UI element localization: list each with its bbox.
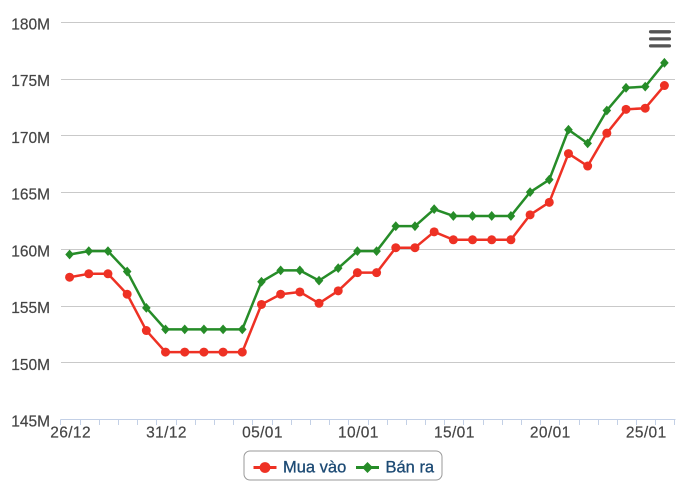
svg-text:25/01: 25/01: [626, 425, 667, 442]
svg-text:175M: 175M: [11, 73, 50, 90]
svg-text:15/01: 15/01: [434, 425, 475, 442]
svg-text:10/01: 10/01: [338, 425, 379, 442]
svg-text:20/01: 20/01: [530, 425, 571, 442]
svg-text:Bán ra: Bán ra: [386, 459, 435, 477]
svg-text:165M: 165M: [11, 187, 50, 204]
svg-text:170M: 170M: [11, 130, 50, 147]
svg-text:Mua vào: Mua vào: [283, 459, 346, 477]
svg-text:05/01: 05/01: [242, 425, 283, 442]
svg-text:160M: 160M: [11, 243, 50, 260]
svg-text:145M: 145M: [11, 414, 50, 431]
svg-text:180M: 180M: [11, 17, 50, 34]
svg-text:31/12: 31/12: [146, 425, 187, 442]
svg-text:150M: 150M: [11, 357, 50, 374]
svg-text:26/12: 26/12: [50, 425, 91, 442]
svg-text:155M: 155M: [11, 300, 50, 317]
